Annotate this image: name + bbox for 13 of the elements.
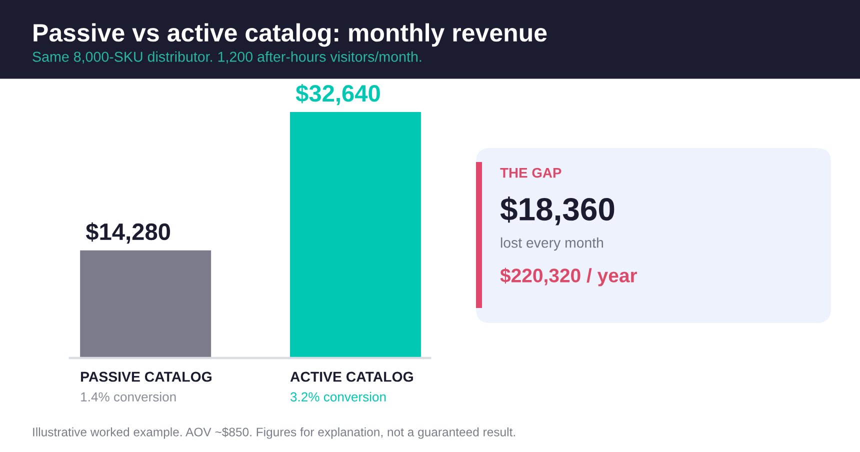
text: 1.4% conversion [81,392,176,402]
data-label: $32,640 [296,84,380,106]
data-label: $14,280 [86,222,170,244]
text: lost every month [500,237,604,251]
text: $220,320 / year [500,268,638,286]
x-tick-label: ACTIVE CATALOG [290,372,413,382]
text: 3.2% conversion [290,392,386,402]
text: $18,360 [500,196,614,226]
text: THE GAP [500,168,562,178]
x-tick-label: PASSIVE CATALOG [81,372,212,382]
text: Illustrative worked example. AOV ~$850. Figures for explanation, not a guaranteed result. [33,427,515,439]
chart-subtitle: Same 8,000-SKU distributor. 1,200 after-hours visitors/month. [32,51,422,64]
chart-title: Passive vs active catalog: monthly revenue [34,23,547,47]
